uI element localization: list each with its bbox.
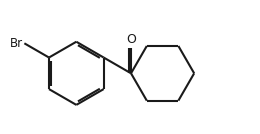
Text: O: O <box>126 33 136 46</box>
Text: Br: Br <box>10 37 23 50</box>
